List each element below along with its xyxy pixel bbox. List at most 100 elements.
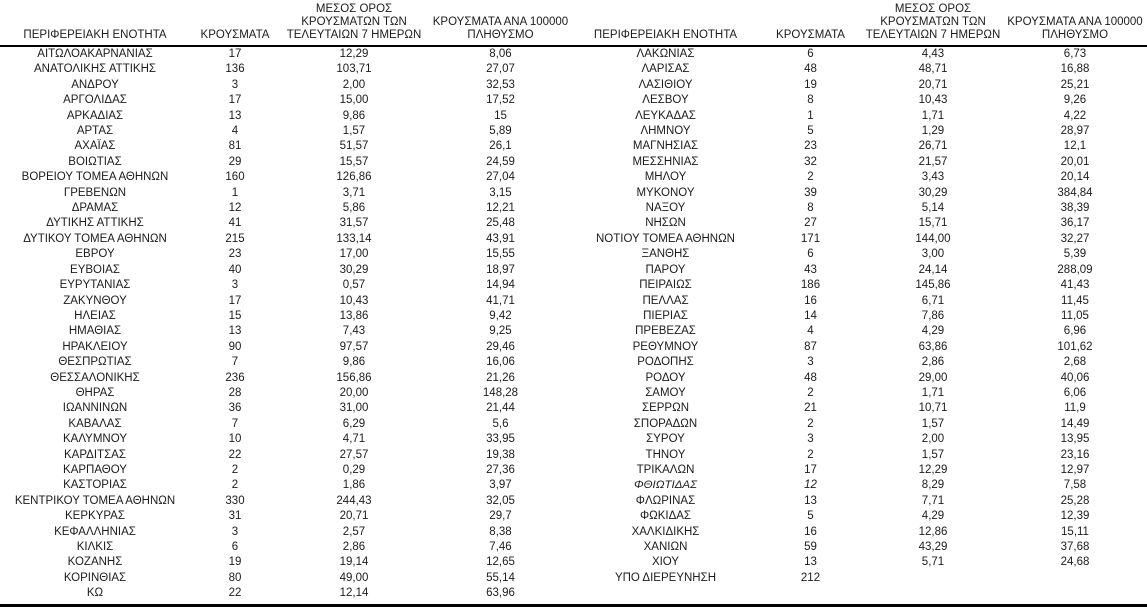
cell-cases: 12 xyxy=(804,479,817,492)
col-header-cases: ΚΡΟΥΣΜΑΤΑ xyxy=(190,0,280,47)
cell-cases: 6 xyxy=(807,248,814,261)
cell-name: ΥΠΟ ΔΙΕΡΕΥΝΗΣΗ xyxy=(614,571,717,584)
col-header-region: ΠΕΡΙΦΕΡΕΙΑΚΗ ΕΝΟΤΗΤΑ xyxy=(573,0,758,47)
cell-cases: 4 xyxy=(231,125,239,138)
cell-cases: 13 xyxy=(228,325,242,338)
cell-name: ΑΙΤΩΛΟΑΚΑΡΝΑΝΙΑΣ xyxy=(37,48,153,60)
table-row: ΗΜΑΘΙΑΣ 13 7,43 9,25 xyxy=(0,324,573,339)
cell-name: ΧΑΛΚΙΔΙΚΗΣ xyxy=(631,525,700,538)
cell-name: ΤΡΙΚΑΛΩΝ xyxy=(636,463,695,476)
cell-name: ΚΑΣΤΟΡΙΑΣ xyxy=(63,479,127,492)
cell-avg7: 4,29 xyxy=(921,510,945,523)
cell-per100k: 384,84 xyxy=(1057,186,1093,199)
cell-avg7: 51,57 xyxy=(339,140,369,153)
cell-per100k: 21,26 xyxy=(486,371,515,384)
cell-cases: 59 xyxy=(804,541,817,553)
table-row: ΠΡΕΒΕΖΑΣ 4 4,29 6,96 xyxy=(573,324,1147,339)
cell-avg7: 9,86 xyxy=(342,356,366,369)
cell-avg7: 4,71 xyxy=(342,433,366,446)
cell-name: ΕΥΒΟΙΑΣ xyxy=(70,263,120,276)
table-row: ΠΙΕΡΙΑΣ 14 7,86 11,05 xyxy=(573,309,1147,324)
cell-name: ΔΡΑΜΑΣ xyxy=(71,202,119,215)
table-row: ΝΗΣΩΝ 27 15,71 36,17 xyxy=(573,216,1147,231)
cell-per100k: 6,96 xyxy=(1063,325,1087,338)
cell-avg7: 12,29 xyxy=(339,48,369,60)
cell-name: ΠΕΙΡΑΙΩΣ xyxy=(639,279,692,292)
cell-name: ΕΒΡΟΥ xyxy=(75,248,115,261)
cell-cases: 186 xyxy=(800,279,821,292)
cell-per100k: 19,38 xyxy=(486,448,515,461)
cell-per100k: 29,46 xyxy=(486,340,515,353)
cell-cases: 87 xyxy=(804,340,817,353)
table-row: ΕΥΡΥΤΑΝΙΑΣ 3 0,57 14,94 xyxy=(0,278,573,293)
cell-per100k: 9,25 xyxy=(489,325,512,338)
cell-avg7: 145,86 xyxy=(915,279,951,292)
cell-cases: 1 xyxy=(231,186,239,199)
cell-name: ΒΟΡΕΙΟΥ ΤΟΜΕΑ ΑΘΗΝΩΝ xyxy=(21,171,169,184)
cell-name: ΦΩΚΙΔΑΣ xyxy=(639,510,692,523)
cell-cases: 17 xyxy=(804,463,817,476)
table-row: ΤΗΝΟΥ 2 1,57 23,16 xyxy=(573,448,1147,463)
cell-name: ΔΥΤΙΚΟΥ ΤΟΜΕΑ ΑΘΗΝΩΝ xyxy=(23,232,167,245)
table-row: ΚΩ 22 12,14 63,96 xyxy=(0,586,573,601)
cell-cases: 31 xyxy=(228,510,242,523)
cell-name: ΕΥΡΥΤΑΝΙΑΣ xyxy=(59,279,131,292)
cell-avg7: 15,00 xyxy=(339,94,369,107)
cell-name: ΘΕΣΣΑΛΟΝΙΚΗΣ xyxy=(50,371,140,384)
table-row: ΠΑΡΟΥ 43 24,14 288,09 xyxy=(573,263,1147,278)
cell-cases: 5 xyxy=(807,510,814,523)
header-row: ΠΕΡΙΦΕΡΕΙΑΚΗ ΕΝΟΤΗΤΑ ΚΡΟΥΣΜΑΤΑ ΜΕΣΟΣ ΟΡΟ… xyxy=(0,0,573,47)
table-row: ΑΡΚΑΔΙΑΣ 13 9,86 15 xyxy=(0,109,573,124)
table-row: ΡΟΔΟΠΗΣ 3 2,86 2,68 xyxy=(573,355,1147,370)
table-row: ΧΑΝΙΩΝ 59 43,29 37,68 xyxy=(573,540,1147,555)
cell-name: ΛΑΡΙΣΑΣ xyxy=(641,63,690,76)
cell-avg7: 144,00 xyxy=(915,232,951,245)
cell-avg7: 1,29 xyxy=(921,125,945,138)
table-row: ΑΝΑΤΟΛΙΚΗΣ ΑΤΤΙΚΗΣ 136 103,71 27,07 xyxy=(0,62,573,77)
cell-avg7: 6,29 xyxy=(342,417,366,430)
cell-cases: 215 xyxy=(225,232,245,245)
cell-per100k: 3,15 xyxy=(489,186,512,199)
cell-avg7: 7,71 xyxy=(921,494,945,507)
cell-per100k: 11,45 xyxy=(1061,294,1089,307)
cell-cases: 17 xyxy=(228,294,242,307)
cell-avg7: 2,00 xyxy=(342,78,366,91)
cell-avg7: 3,00 xyxy=(921,248,945,261)
col-header-cases: ΚΡΟΥΣΜΑΤΑ xyxy=(758,0,863,47)
left-table-header: ΠΕΡΙΦΕΡΕΙΑΚΗ ΕΝΟΤΗΤΑ ΚΡΟΥΣΜΑΤΑ ΜΕΣΟΣ ΟΡΟ… xyxy=(0,0,573,47)
cell-per100k: 14,94 xyxy=(486,279,515,292)
table-row: ΙΩΑΝΝΙΝΩΝ 36 31,00 21,44 xyxy=(0,401,573,416)
table-row: ΛΑΡΙΣΑΣ 48 48,71 16,88 xyxy=(573,62,1147,77)
cell-name: ΙΩΑΝΝΙΝΩΝ xyxy=(62,402,128,415)
cell-name: ΠΕΛΛΑΣ xyxy=(642,294,689,307)
cell-per100k: 41,71 xyxy=(486,294,515,307)
cell-per100k: 24,59 xyxy=(486,155,515,168)
table-row: ΝΟΤΙΟΥ ΤΟΜΕΑ ΑΘΗΝΩΝ 171 144,00 32,27 xyxy=(573,232,1147,247)
cell-per100k: 17,52 xyxy=(486,94,515,107)
cell-per100k: 27,07 xyxy=(486,63,515,76)
cell-name: ΘΗΡΑΣ xyxy=(75,386,115,399)
cell-per100k: 5,39 xyxy=(1063,248,1087,261)
right-table-header: ΠΕΡΙΦΕΡΕΙΑΚΗ ΕΝΟΤΗΤΑ ΚΡΟΥΣΜΑΤΑ ΜΕΣΟΣ ΟΡΟ… xyxy=(573,0,1147,47)
cell-name: ΚΟΖΑΝΗΣ xyxy=(67,556,123,569)
cell-avg7: 20,71 xyxy=(918,78,948,91)
cell-avg7: 7,86 xyxy=(921,309,945,322)
cell-per100k: 20,14 xyxy=(1060,171,1090,184)
cell-cases: 81 xyxy=(228,140,242,153)
col-header-per100k: ΚΡΟΥΣΜΑΤΑ ΑΝΑ 100000 ΠΛΗΘΥΣΜΟ xyxy=(428,0,573,47)
cell-cases: 80 xyxy=(228,571,242,584)
cell-cases: 23 xyxy=(228,248,242,261)
cell-name: ΗΛΕΙΑΣ xyxy=(74,309,116,322)
cell-avg7: 10,43 xyxy=(339,294,369,307)
cell-per100k: 5,89 xyxy=(489,125,512,138)
table-row: ΒΟΡΕΙΟΥ ΤΟΜΕΑ ΑΘΗΝΩΝ 160 126,86 27,04 xyxy=(0,170,573,185)
table-row: ΛΑΣΙΘΙΟΥ 19 20,71 25,21 xyxy=(573,78,1147,93)
cell-per100k: 55,14 xyxy=(486,571,515,584)
cell-per100k: 16,06 xyxy=(486,356,515,369)
cell-name: ΔΥΤΙΚΗΣ ΑΤΤΙΚΗΣ xyxy=(46,217,144,230)
cell-cases: 22 xyxy=(228,448,242,461)
cell-cases: 2 xyxy=(807,448,814,461)
cell-cases: 3 xyxy=(231,279,239,292)
cell-avg7: 10,71 xyxy=(918,402,948,415)
